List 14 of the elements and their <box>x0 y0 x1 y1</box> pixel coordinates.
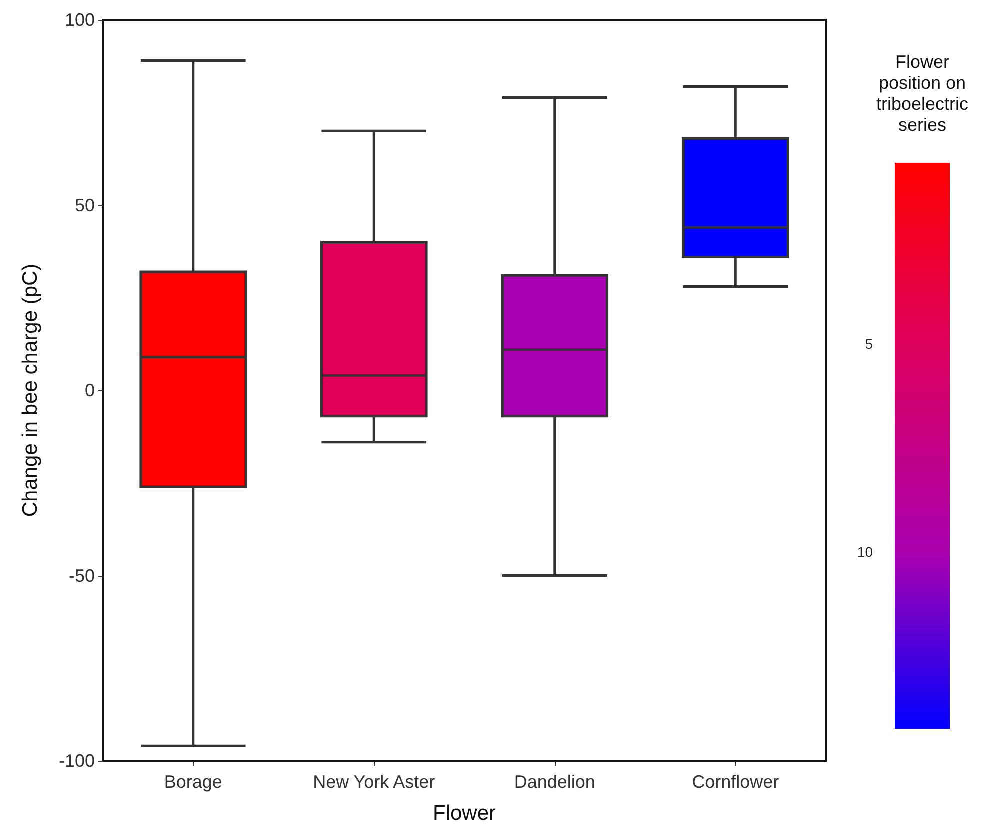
x-tick-label: Borage <box>164 772 222 792</box>
x-tick-label: Dandelion <box>514 772 596 792</box>
y-tick-label: 100 <box>64 10 95 30</box>
y-tick-label: 0 <box>84 380 95 400</box>
y-tick-label: 50 <box>74 195 95 216</box>
color-bar-title: Flower position on triboelectric series <box>875 52 970 136</box>
y-tick-label: -100 <box>58 751 95 771</box>
color-bar-label: 5 <box>865 336 874 352</box>
color-bar-label: 10 <box>857 544 874 560</box>
x-tick-label: Cornflower <box>692 772 780 792</box>
y-axis-title: Change in bee charge (pC) <box>19 264 42 518</box>
y-tick-label: -50 <box>68 566 95 586</box>
x-tick-label: New York Aster <box>313 772 436 792</box>
x-axis-title: Flower <box>432 802 496 825</box>
